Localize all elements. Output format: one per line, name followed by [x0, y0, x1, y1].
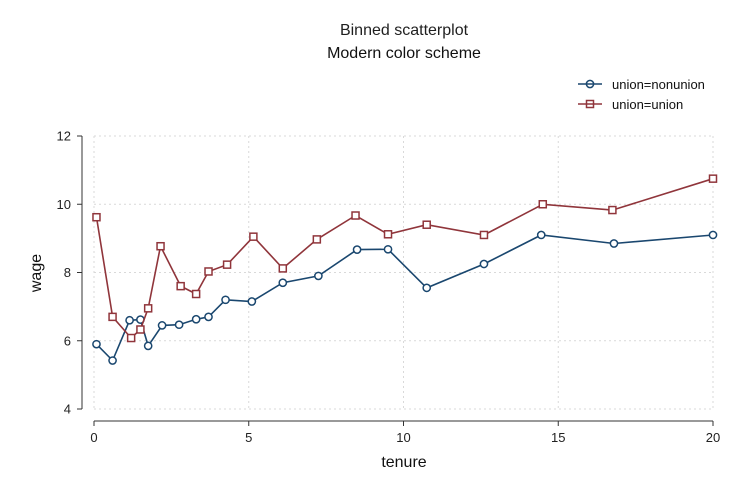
data-point-nonunion	[708, 230, 718, 240]
data-point-union	[191, 289, 201, 299]
gridlines	[93, 135, 714, 410]
data-point-nonunion	[191, 314, 201, 324]
x-tick-label: 5	[245, 430, 252, 445]
legend-label-nonunion: union=nonunion	[612, 77, 705, 92]
data-point-union	[92, 212, 101, 222]
x-tick-label: 20	[706, 430, 720, 445]
data-point-nonunion	[108, 356, 117, 365]
data-point-union	[126, 333, 136, 343]
data-point-union	[383, 230, 393, 239]
data-point-nonunion	[352, 245, 362, 254]
data-point-union	[538, 200, 548, 209]
x-tick-label: 10	[396, 430, 410, 445]
x-tick-label: 0	[90, 430, 97, 445]
data-point-nonunion	[314, 271, 323, 281]
legend-item-union: union=union	[578, 97, 683, 112]
data-point-nonunion	[174, 320, 184, 330]
data-point-union	[204, 267, 213, 276]
data-point-union	[278, 264, 288, 273]
x-ticks: 0 5 10 15 20	[90, 421, 720, 445]
chart-subtitle: Modern color scheme	[327, 45, 481, 62]
y-ticks: 4 6 8 10 12	[57, 129, 82, 417]
data-point-nonunion	[92, 339, 101, 349]
data-point-union	[479, 230, 489, 240]
data-point-union	[422, 220, 431, 229]
legend: union=nonunion union=union	[578, 77, 705, 112]
series-line-nonunion	[95, 234, 714, 362]
data-point-nonunion	[125, 315, 134, 325]
x-tick-label: 15	[551, 430, 565, 445]
data-point-union	[708, 174, 718, 183]
y-tick-label: 4	[64, 402, 71, 417]
y-tick-label: 8	[64, 265, 71, 280]
data-point-union	[156, 241, 165, 251]
data-point-nonunion	[383, 244, 393, 254]
legend-item-nonunion: union=nonunion	[578, 77, 705, 92]
chart-title: Binned scatterplot	[340, 22, 469, 39]
data-point-union	[108, 312, 117, 322]
data-point-union	[176, 281, 185, 291]
data-point-union	[608, 205, 617, 215]
data-point-nonunion	[479, 259, 489, 269]
data-point-nonunion	[278, 278, 288, 288]
data-point-union	[351, 211, 360, 220]
data-point-union	[143, 304, 153, 313]
data-point-union	[222, 260, 232, 269]
legend-label-union: union=union	[612, 97, 683, 112]
y-tick-label: 10	[57, 197, 71, 212]
series-layer	[92, 174, 718, 365]
y-tick-label: 12	[57, 129, 71, 144]
data-point-nonunion	[247, 297, 257, 306]
data-point-nonunion	[609, 239, 619, 248]
data-point-union	[136, 325, 145, 334]
data-point-nonunion	[143, 341, 153, 351]
y-tick-label: 6	[64, 333, 71, 348]
data-point-nonunion	[536, 230, 546, 240]
data-point-nonunion	[221, 295, 230, 305]
legend-marker-union	[585, 99, 595, 109]
legend-marker-nonunion	[585, 79, 595, 89]
y-axis-label: wage	[28, 254, 45, 293]
data-point-nonunion	[204, 312, 213, 322]
data-point-nonunion	[422, 283, 432, 293]
x-axis-label: tenure	[381, 454, 426, 471]
data-point-nonunion	[157, 321, 167, 330]
series-line-union	[95, 177, 714, 340]
data-point-union	[249, 232, 258, 241]
data-point-union	[312, 235, 322, 244]
